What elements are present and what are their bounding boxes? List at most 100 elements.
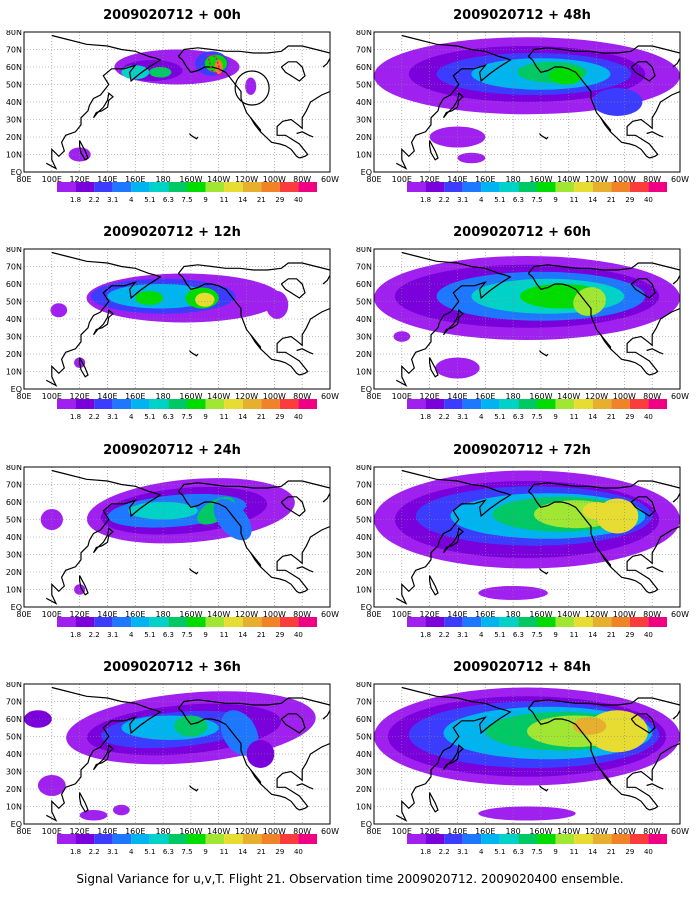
lat-label: 60N	[6, 280, 22, 289]
colorbar-swatch	[611, 399, 630, 409]
lon-label: 100E	[42, 175, 62, 184]
gridlines	[374, 32, 680, 172]
colorbar-swatch	[224, 617, 243, 627]
colorbar-swatch	[481, 399, 500, 409]
lon-label: 180	[155, 175, 170, 184]
variance-contour	[50, 303, 68, 318]
colorbar-swatch	[592, 399, 612, 409]
variance-contour	[220, 710, 259, 756]
colorbar-label: 11	[220, 196, 229, 204]
colorbar-swatch	[407, 399, 426, 409]
colorbar-swatch	[149, 834, 169, 844]
colorbar-label: 29	[625, 848, 634, 856]
colorbar-swatch	[205, 617, 225, 627]
colorbar-label: 3.1	[107, 631, 118, 639]
lon-label: 160W	[529, 392, 552, 401]
colorbar-swatch	[499, 182, 519, 192]
colorbar-swatch	[407, 617, 426, 627]
colorbar-swatch	[75, 834, 95, 844]
lat-label: 80N	[356, 247, 372, 254]
colorbar-label: 1.8	[420, 196, 431, 204]
lat-label: 20N	[356, 133, 372, 142]
colorbar-label: 21	[607, 413, 616, 421]
coastlines	[396, 469, 680, 605]
panel-title: 2009020712 + 00h	[103, 8, 241, 23]
lon-label: 180	[505, 392, 520, 401]
colorbar-label: 9	[203, 413, 207, 421]
lat-label: 40N	[6, 98, 22, 107]
variance-contour	[121, 65, 150, 80]
lat-label: 80N	[356, 465, 372, 472]
colorbar-label: 3.1	[457, 631, 468, 639]
lon-label: 100E	[42, 392, 62, 401]
variance-contour	[213, 498, 252, 541]
colorbar-label: 2.2	[89, 631, 100, 639]
lon-label: 100E	[392, 610, 412, 619]
colorbar-label: 7.5	[531, 631, 542, 639]
colorbar-swatch	[279, 617, 299, 627]
colorbar-label: 29	[275, 848, 284, 856]
map-panel: 2009020712 + 36h 80N 70N 60N 50N 40N 30N 20N 10N…	[2, 660, 342, 870]
colorbar-swatch	[75, 182, 95, 192]
colorbar-label: 1.8	[70, 631, 81, 639]
variance-contour	[478, 806, 576, 821]
lon-label: 160W	[529, 827, 552, 836]
lat-label: 70N	[6, 481, 22, 490]
lon-label: 140E	[447, 392, 467, 401]
lat-label: 10N	[6, 803, 22, 812]
colorbar-label: 9	[553, 631, 557, 639]
colorbar: 1.8 2.2 3.1 4 5.1 6.3 7.5 9 11 14 21 29 40	[57, 617, 317, 639]
lon-label: 160W	[179, 610, 202, 619]
colorbar-swatch	[481, 182, 500, 192]
lat-label: 50N	[356, 298, 372, 307]
lat-label: 10N	[356, 368, 372, 377]
colorbar-swatch	[462, 399, 482, 409]
lon-label: 100E	[392, 175, 412, 184]
lon-label: 80E	[366, 392, 381, 401]
lon-label: 180	[155, 610, 170, 619]
lon-label: 80E	[16, 827, 31, 836]
colorbar-label: 3.1	[457, 196, 468, 204]
colorbar-swatch	[611, 182, 630, 192]
colorbar-label: 9	[553, 196, 557, 204]
colorbar-swatch	[462, 182, 482, 192]
colorbar-swatch	[537, 182, 556, 192]
colorbar-label: 29	[275, 196, 284, 204]
colorbar-swatch	[75, 617, 95, 627]
colorbar-label: 6.3	[513, 848, 524, 856]
lat-label: 70N	[356, 46, 372, 55]
colorbar-swatch	[205, 834, 225, 844]
colorbar-swatch	[648, 182, 667, 192]
colorbar-swatch	[224, 182, 243, 192]
lat-label: 10N	[6, 368, 22, 377]
colorbar-label: 5.1	[144, 848, 155, 856]
lon-label: 160E	[475, 175, 495, 184]
colorbar-swatch	[648, 617, 667, 627]
lon-label: 100W	[613, 392, 636, 401]
colorbar-swatch	[57, 399, 76, 409]
colorbar-label: 4	[479, 196, 484, 204]
coastlines	[396, 34, 680, 170]
colorbar-label: 6.3	[163, 196, 174, 204]
colorbar-label: 4	[479, 631, 484, 639]
lon-label: 180	[505, 610, 520, 619]
colorbar-swatch	[462, 834, 482, 844]
colorbar-label: 21	[257, 631, 266, 639]
figure-caption: Signal Variance for u,v,T. Flight 21. Ob…	[76, 872, 624, 886]
colorbar-label: 29	[625, 413, 634, 421]
colorbar-label: 9	[203, 631, 207, 639]
lat-label: 80N	[6, 247, 22, 254]
colorbar-label: 3.1	[107, 848, 118, 856]
lat-label: 40N	[6, 750, 22, 759]
lat-label: 50N	[6, 733, 22, 742]
colorbar-swatch	[242, 182, 262, 192]
coastlines	[46, 251, 330, 387]
colorbar-swatch	[298, 834, 317, 844]
variance-contour	[582, 502, 611, 520]
colorbar-swatch	[611, 834, 630, 844]
lon-label: 160W	[179, 392, 202, 401]
